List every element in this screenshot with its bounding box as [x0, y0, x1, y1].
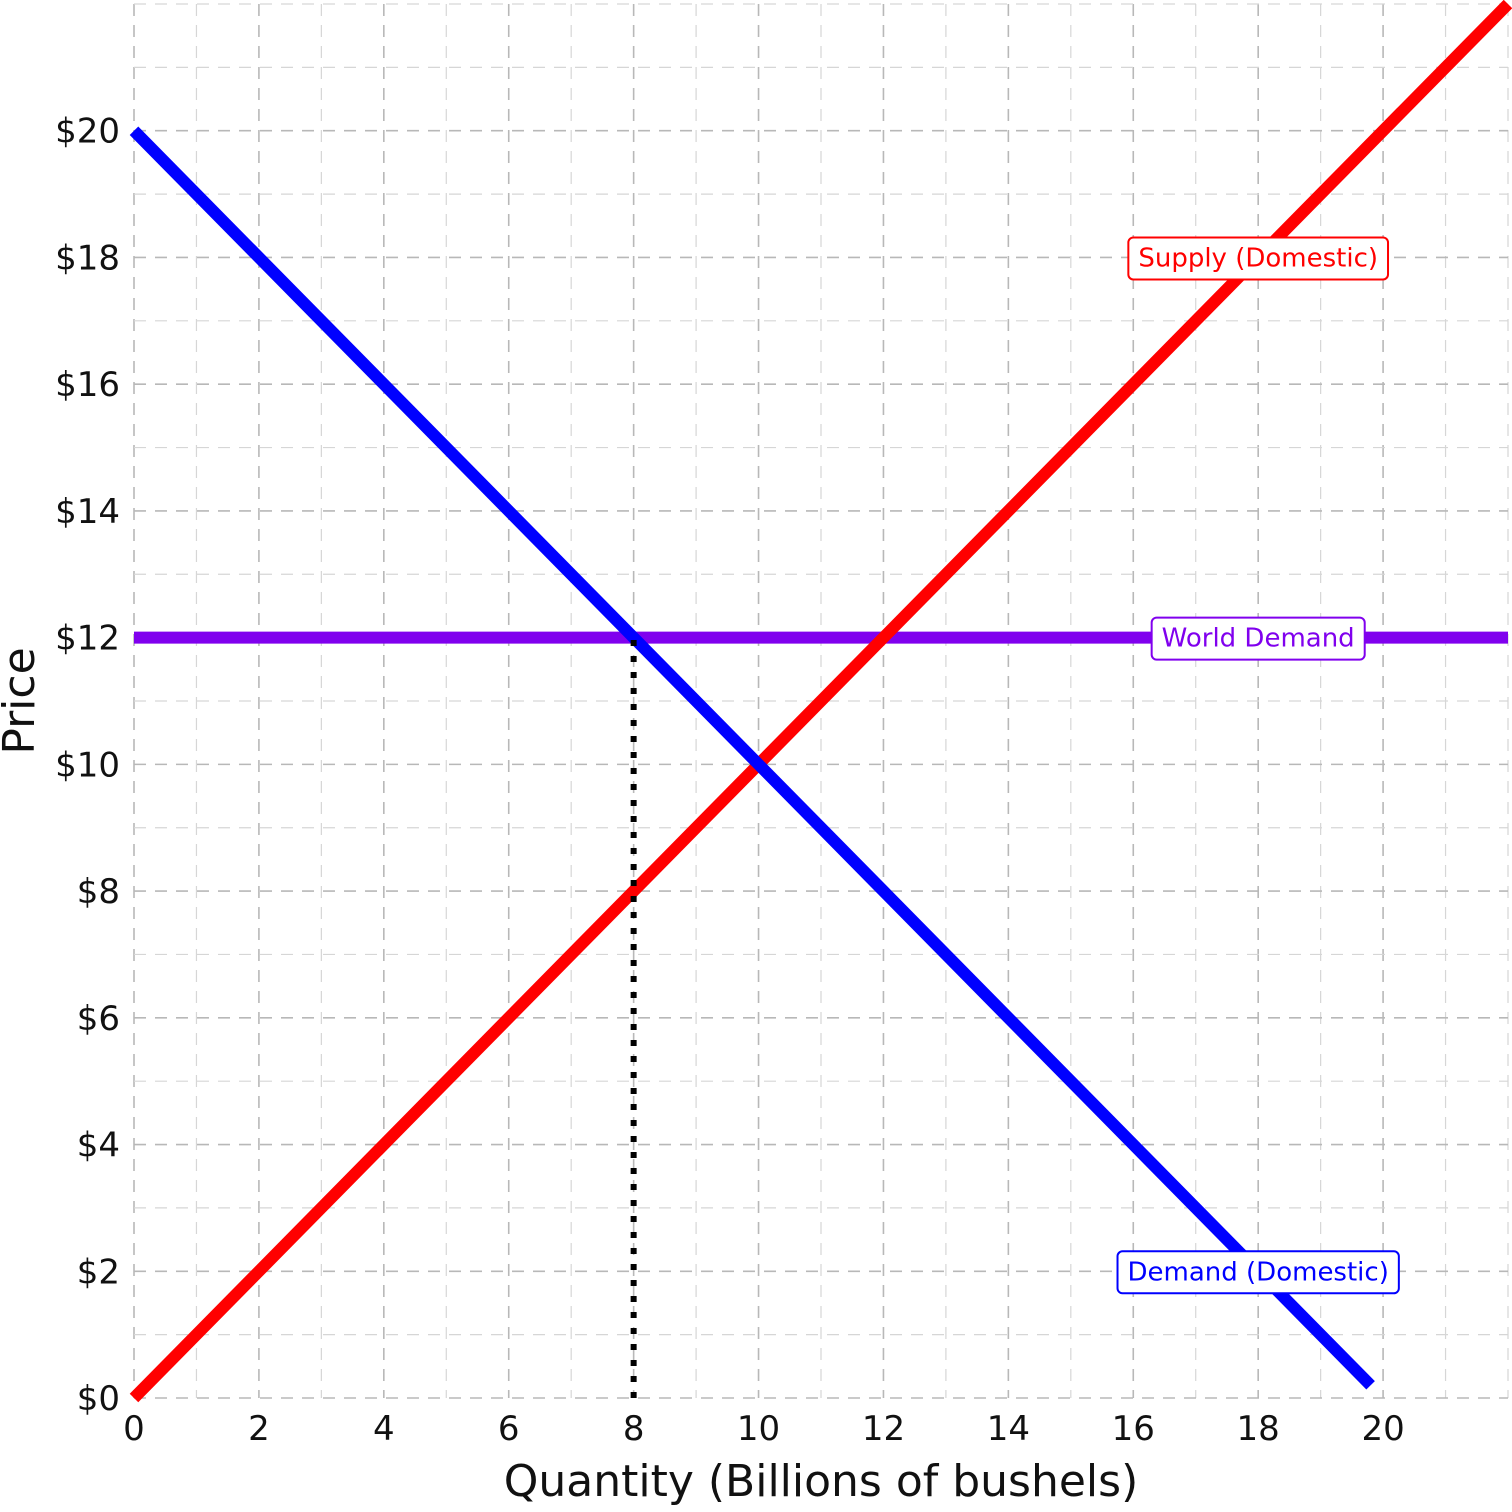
demand-domestic-annotation-label: Demand (Domestic)	[1128, 1257, 1389, 1287]
y-tick-label: $2	[77, 1252, 120, 1292]
y-tick-label: $20	[55, 112, 120, 152]
grid	[133, 3, 1509, 1399]
supply-domestic-annotation-box	[1127, 236, 1390, 281]
world-demand-annotation-box	[1150, 616, 1366, 661]
y-tick-label: $18	[55, 238, 120, 278]
x-tick-label: 12	[862, 1409, 905, 1449]
demand-domestic-annotation: Demand (Domestic)	[1116, 1250, 1400, 1295]
demand-domestic-annotation-box	[1116, 1250, 1400, 1295]
y-tick-label: $6	[77, 999, 120, 1039]
x-tick-label: 2	[248, 1409, 270, 1449]
supply-domestic-annotation: Supply (Domestic)	[1127, 236, 1390, 281]
x-tick-label: 16	[1112, 1409, 1155, 1449]
y-tick-label: $12	[55, 619, 120, 659]
y-tick-label: $10	[55, 745, 120, 785]
world-demand-annotation: World Demand	[1150, 616, 1366, 661]
x-tick-label: 20	[1361, 1409, 1404, 1449]
x-tick-label: 8	[623, 1409, 645, 1449]
x-axis-title: Quantity (Billions of bushels)	[504, 1456, 1139, 1507]
supply-domestic-annotation-label: Supply (Domestic)	[1138, 243, 1378, 273]
x-tick-label: 6	[498, 1409, 520, 1449]
y-tick-label: $4	[77, 1126, 120, 1166]
x-tick-label: 0	[123, 1409, 145, 1449]
supply-domestic-line	[129, 0, 1512, 1403]
y-tick-label: $8	[77, 872, 120, 912]
y-tick-label: $14	[55, 492, 120, 532]
x-tick-label: 14	[987, 1409, 1030, 1449]
x-tick-label: 10	[737, 1409, 780, 1449]
y-tick-label: $0	[77, 1379, 120, 1419]
x-tick-label: 18	[1237, 1409, 1280, 1449]
series-annotations: Supply (Domestic) World Demand Demand (Dom…	[1116, 236, 1400, 1295]
y-axis-ticks: $0 $2 $4 $6 $8 $10 $12 $14 $16 $18 $20	[55, 112, 120, 1419]
demand-domestic-line	[129, 126, 1375, 1390]
x-tick-label: 4	[373, 1409, 395, 1449]
world-demand-annotation-label: World Demand	[1162, 624, 1355, 654]
y-axis-title: Price	[0, 647, 45, 754]
y-tick-label: $16	[55, 365, 120, 405]
x-axis-ticks: 0 2 4 6 8 10 12 14 16 18 20	[123, 1409, 1405, 1449]
